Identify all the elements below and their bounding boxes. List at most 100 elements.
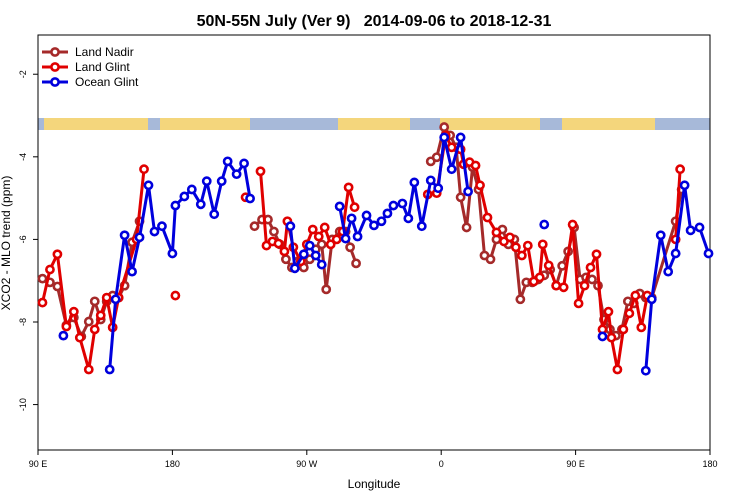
data-point [179, 191, 190, 202]
data-point [345, 242, 356, 253]
ocean-band [410, 118, 440, 130]
data-point [239, 158, 249, 169]
data-point [485, 254, 496, 265]
data-point [334, 201, 345, 212]
ocean-band [148, 118, 160, 130]
data-point [522, 240, 533, 251]
x-tick-label: 90 E [566, 459, 585, 469]
data-point [425, 175, 436, 186]
data-point [280, 254, 291, 265]
data-point [316, 259, 327, 270]
data-point [475, 180, 485, 191]
data-point [331, 234, 342, 245]
data-point [409, 177, 420, 188]
data-point [68, 306, 79, 317]
data-point [352, 231, 363, 242]
data-point [543, 260, 554, 271]
data-point [558, 282, 569, 293]
data-point [431, 152, 442, 163]
map-strip [38, 118, 710, 130]
data-point [685, 225, 696, 236]
data-point [231, 169, 242, 180]
data-point [45, 264, 55, 275]
data-point [603, 306, 614, 317]
x-tick-label: 0 [439, 459, 444, 469]
land-band [38, 118, 710, 130]
data-point [222, 156, 233, 167]
data-point [104, 364, 115, 375]
data-point [74, 332, 85, 343]
y-tick-label: -8 [18, 318, 28, 326]
series [37, 122, 687, 342]
data-point [376, 216, 387, 227]
data-point [455, 132, 466, 143]
data-point [139, 164, 149, 175]
data-point [694, 222, 705, 233]
data-point [351, 258, 361, 269]
ocean-band [655, 118, 710, 130]
data-point [304, 240, 315, 251]
data-point [119, 230, 130, 241]
data-point [167, 248, 178, 259]
data-point [539, 219, 550, 230]
data-point [245, 193, 255, 204]
data-point [679, 180, 690, 191]
data-point [101, 292, 112, 303]
legend-label: Land Nadir [75, 45, 134, 59]
data-point [439, 132, 450, 143]
data-point [579, 280, 590, 291]
data-point [95, 310, 106, 321]
legend-marker [50, 77, 60, 87]
data-point [504, 232, 515, 243]
data-point [551, 280, 562, 291]
series [58, 132, 714, 376]
data-point [61, 321, 72, 332]
data-point [573, 298, 584, 309]
data-point [382, 208, 393, 219]
data-point [319, 222, 330, 233]
data-point [403, 213, 414, 224]
data-point [58, 330, 69, 341]
data-point [606, 332, 617, 343]
chart-title: 50N-55N July (Ver 9) 2014-09-06 to 2018-… [197, 13, 552, 30]
data-point [201, 176, 212, 187]
data-point [433, 183, 444, 194]
y-tick-label: -6 [18, 235, 28, 243]
data-point [316, 239, 327, 250]
data-point [209, 209, 220, 220]
data-point [149, 226, 160, 237]
data-point [273, 238, 284, 249]
ocean-band [540, 118, 562, 130]
data-point [557, 260, 568, 271]
data-point [298, 249, 309, 260]
data-point [461, 222, 472, 233]
data-point [195, 199, 206, 210]
ocean-band [38, 118, 44, 130]
data-point [585, 262, 596, 273]
data-point [516, 250, 527, 261]
data-point [587, 274, 597, 285]
data-point [134, 232, 145, 243]
data-point [321, 284, 332, 295]
data-point [37, 273, 48, 284]
series-line [108, 135, 710, 371]
x-tick-label: 90 W [296, 459, 318, 469]
data-point [52, 249, 63, 260]
legend-marker [50, 62, 60, 72]
data-point [325, 239, 336, 250]
data-point [170, 290, 181, 301]
data-point [446, 142, 457, 153]
data-point [143, 180, 154, 191]
data-point [439, 122, 450, 132]
data-point [463, 186, 473, 197]
data-point [470, 160, 481, 171]
data-point [416, 221, 427, 232]
data-point [640, 365, 651, 376]
data-point [612, 364, 623, 375]
data-point [310, 250, 321, 261]
data-point [89, 324, 100, 335]
series-line [41, 133, 682, 371]
data-point [340, 233, 351, 244]
